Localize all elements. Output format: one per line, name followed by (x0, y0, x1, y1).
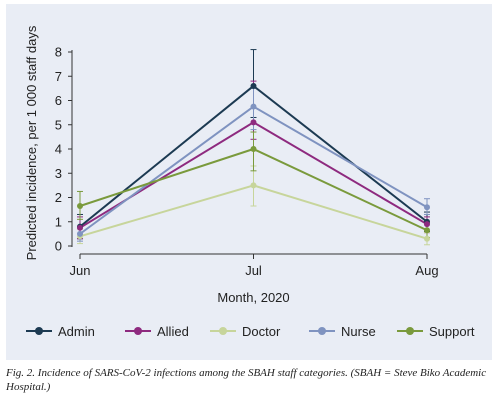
legend-label-support: Support (429, 324, 475, 339)
x-tick-label: Jul (245, 263, 262, 278)
data-point-nurse (250, 103, 257, 110)
y-tick-label: 8 (55, 45, 62, 60)
data-point-support (77, 202, 83, 209)
y-tick-label: 2 (55, 190, 62, 205)
data-point-admin (250, 82, 257, 89)
x-tick-label: Aug (415, 263, 438, 278)
legend-marker (134, 327, 142, 335)
y-tick-label: 3 (55, 166, 62, 181)
x-axis-title: Month, 2020 (217, 290, 289, 305)
data-point-support (424, 227, 430, 234)
legend-label-nurse: Nurse (341, 324, 376, 339)
data-point-doctor (424, 235, 430, 242)
y-tick-label: 6 (55, 93, 62, 108)
y-tick-label: 5 (55, 117, 62, 132)
y-tick-label: 4 (55, 142, 62, 157)
data-point-allied (77, 224, 83, 231)
data-point-support (250, 146, 257, 152)
data-point-nurse (424, 204, 430, 211)
legend-label-doctor: Doctor (242, 324, 281, 339)
line-chart: 0 1 2 3 4 5 6 7 8 Jun Jul Aug Month, 2020 Predicted i… (24, 25, 475, 339)
legend-label-allied: Allied (157, 324, 189, 339)
legend-marker (35, 327, 43, 335)
y-tick-label: 7 (55, 69, 62, 84)
legend-marker (318, 327, 326, 335)
x-tick-label: Jun (70, 263, 91, 278)
legend-marker (406, 327, 414, 335)
data-point-allied (250, 119, 257, 126)
figure-caption: Fig. 2. Incidence of SARS-CoV-2 infectio… (6, 367, 487, 393)
data-point-nurse (77, 230, 83, 237)
y-tick-label: 0 (55, 239, 62, 254)
data-point-doctor (250, 182, 257, 189)
legend-label-admin: Admin (58, 324, 95, 339)
y-axis-title: Predicted incidence, per 1 000 staff day… (24, 25, 39, 260)
data-point-allied (424, 221, 430, 228)
legend-marker (219, 327, 227, 335)
y-tick-label: 1 (55, 214, 62, 229)
figure-panel: 0 1 2 3 4 5 6 7 8 Jun Jul Aug Month, 2020 Predicted i… (6, 4, 492, 360)
